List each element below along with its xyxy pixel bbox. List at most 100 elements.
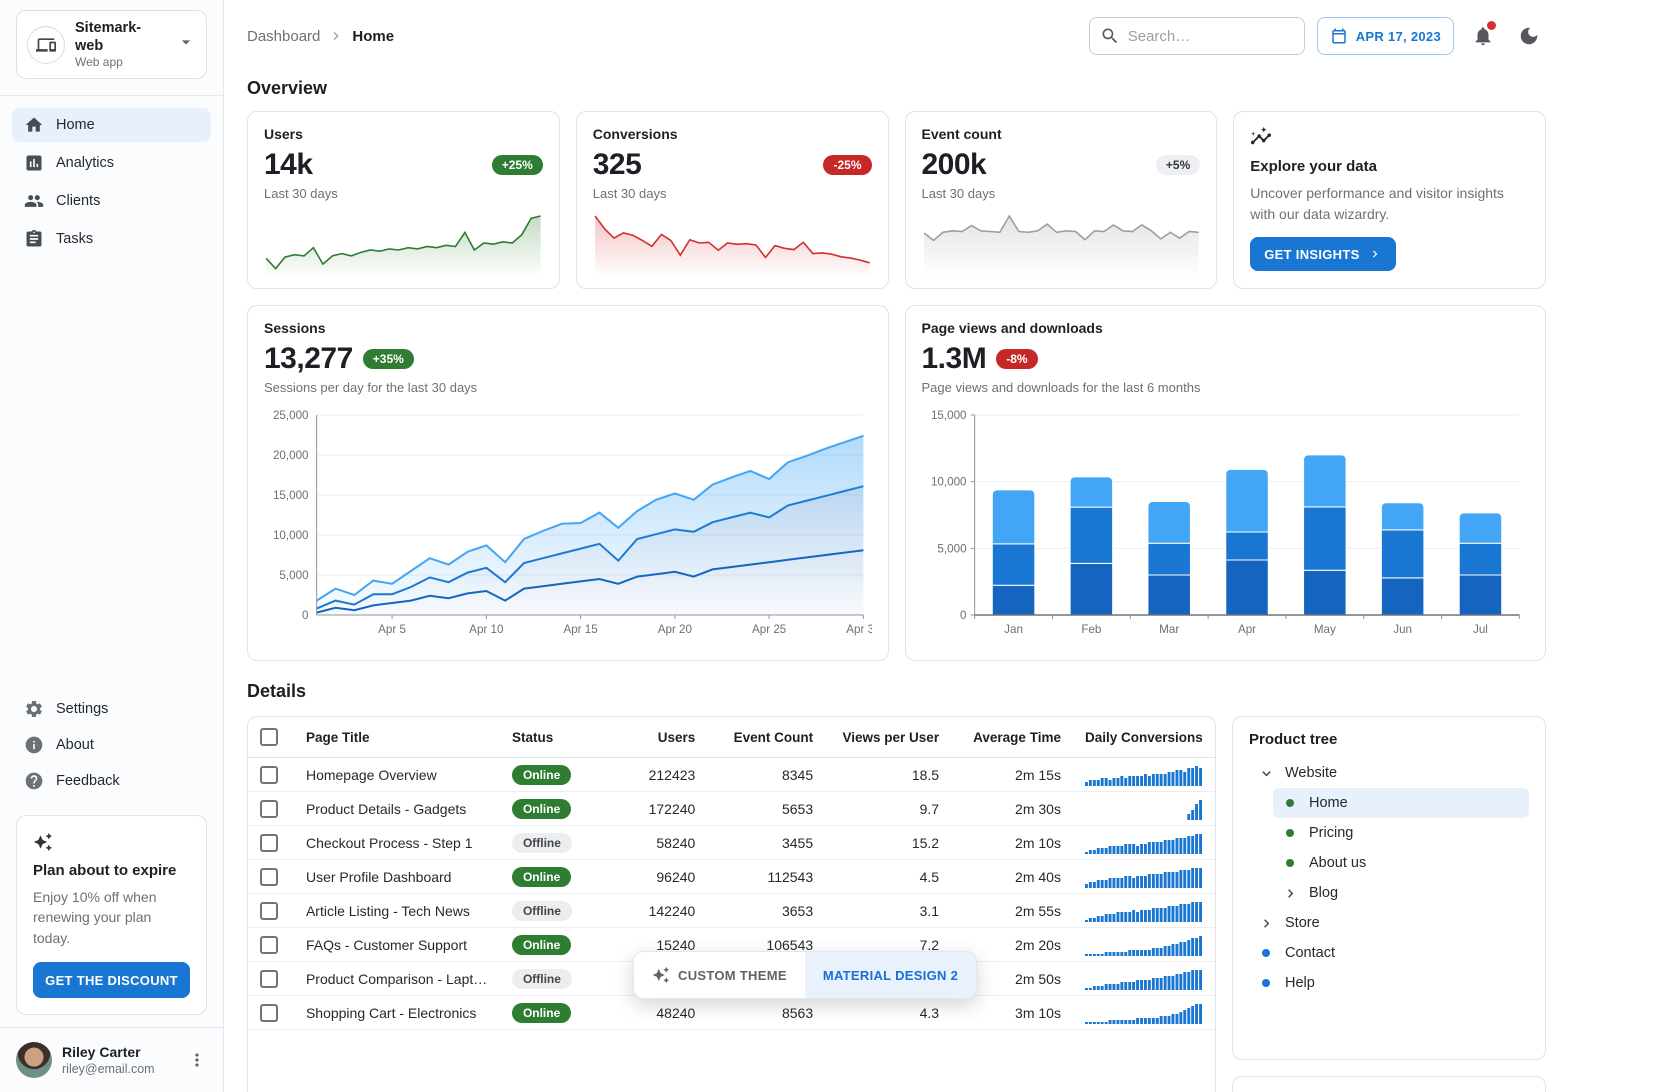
tree-item-about-us[interactable]: About us xyxy=(1273,848,1529,878)
bullet-dot xyxy=(1281,799,1299,807)
tree-item-pricing[interactable]: Pricing xyxy=(1273,818,1529,848)
sidebar: Sitemark-web Web app Home Analytics Client… xyxy=(0,0,224,1092)
stat-card-title: Users xyxy=(264,126,303,142)
primary-nav: Home Analytics Clients Tasks xyxy=(0,96,223,256)
material-design-2-button[interactable]: MATERIAL DESIGN 2 xyxy=(804,952,977,998)
table-row: User Profile Dashboard Online 96240 112543 4… xyxy=(248,859,1215,894)
charts-row: Sessions 13,277 +35% Sessions per day fo… xyxy=(247,305,1546,661)
workspace-selector[interactable]: Sitemark-web Web app xyxy=(16,10,207,80)
page-title-cell: Product Details - Gadgets xyxy=(293,791,500,826)
more-options-icon[interactable] xyxy=(187,1050,207,1070)
average-time-cell: 2m 30s xyxy=(951,791,1073,826)
page-title-cell: User Profile Dashboard xyxy=(293,859,500,894)
row-checkbox[interactable] xyxy=(260,1003,278,1022)
chevron-right-icon xyxy=(1257,915,1275,932)
tasks-icon xyxy=(24,229,44,249)
stat-card-users: Users 14k +25% Last 30 days xyxy=(247,111,560,289)
column-header-event-count[interactable]: Event Count xyxy=(707,717,826,758)
breadcrumb-dashboard[interactable]: Dashboard xyxy=(247,27,321,45)
user-email: riley@email.com xyxy=(62,1061,155,1076)
page-title-cell: Checkout Process - Step 1 xyxy=(293,825,500,860)
tree-item-blog[interactable]: Blog xyxy=(1273,878,1529,908)
column-header-status[interactable]: Status xyxy=(499,717,600,758)
stat-card-title: Event count xyxy=(921,126,1002,142)
average-time-cell: 2m 55s xyxy=(951,893,1073,928)
sidebar-item-tasks[interactable]: Tasks xyxy=(12,222,211,256)
status-badge: Online xyxy=(511,1002,572,1023)
pageviews-card: Page views and downloads 1.3M -8% Page v… xyxy=(904,305,1546,661)
status-badge: Offline xyxy=(511,900,572,921)
dark-mode-toggle[interactable] xyxy=(1512,19,1546,53)
svg-text:Feb: Feb xyxy=(1081,624,1101,636)
svg-text:Mar: Mar xyxy=(1159,624,1179,636)
tree-item-store[interactable]: Store xyxy=(1249,908,1529,938)
custom-theme-button[interactable]: CUSTOM THEME xyxy=(634,952,805,998)
pageviews-bar-chart: 0 5,000 10,000 15,000 Jan Feb Mar Apr May Jun Jul xyxy=(922,405,1530,643)
search-input[interactable] xyxy=(1127,27,1327,45)
svg-text:Jul: Jul xyxy=(1473,624,1488,636)
moon-icon xyxy=(1518,25,1540,47)
sessions-caption: Sessions per day for the last 30 days xyxy=(264,380,478,395)
row-checkbox[interactable] xyxy=(260,867,278,886)
settings-icon xyxy=(24,699,44,719)
breadcrumb-home: Home xyxy=(352,27,395,45)
notifications-button[interactable] xyxy=(1466,19,1500,53)
select-all-checkbox[interactable] xyxy=(260,728,278,746)
tree-item-label: Contact xyxy=(1285,945,1335,961)
stat-card-caption: Last 30 days xyxy=(264,186,338,201)
tree-item-home[interactable]: Home xyxy=(1273,788,1529,818)
get-insights-button[interactable]: GET INSIGHTS xyxy=(1250,237,1396,271)
event-count-cell: 112543 xyxy=(707,859,826,894)
search-icon xyxy=(1100,26,1120,46)
views-per-user-cell: 9.7 xyxy=(825,791,952,826)
sessions-area-chart: 0 5,000 10,000 15,000 20,000 25,000 Apr 5 Apr 1… xyxy=(264,405,872,643)
help-icon xyxy=(24,771,44,791)
sidebar-item-clients[interactable]: Clients xyxy=(12,184,211,218)
column-header-users[interactable]: Users xyxy=(599,717,708,758)
daily-conversions-sparkline xyxy=(1072,791,1215,826)
svg-text:15,000: 15,000 xyxy=(930,410,966,422)
column-header-average-time[interactable]: Average Time xyxy=(951,717,1073,758)
row-checkbox[interactable] xyxy=(260,833,278,852)
get-discount-button[interactable]: GET THE DISCOUNT xyxy=(33,962,190,998)
sidebar-item-about[interactable]: About xyxy=(12,729,211,761)
event-count-cell: 3455 xyxy=(707,825,826,860)
sidebar-item-feedback[interactable]: Feedback xyxy=(12,765,211,797)
users-cell: 58240 xyxy=(599,825,708,860)
tree-item-website[interactable]: Website xyxy=(1249,758,1529,788)
row-checkbox[interactable] xyxy=(260,765,278,784)
column-header-views-per-user[interactable]: Views per User xyxy=(825,717,952,758)
views-per-user-cell: 3.1 xyxy=(825,893,952,928)
overview-title: Overview xyxy=(247,78,328,98)
sidebar-item-label: Feedback xyxy=(56,773,120,790)
sidebar-item-settings[interactable]: Settings xyxy=(12,693,211,725)
status-badge: Online xyxy=(511,764,572,785)
sidebar-item-home[interactable]: Home xyxy=(12,108,211,143)
row-checkbox[interactable] xyxy=(260,799,278,818)
users-cell: 142240 xyxy=(599,893,708,928)
stat-card-caption: Last 30 days xyxy=(921,186,996,201)
people-icon xyxy=(24,191,44,211)
tree-item-contact[interactable]: Contact xyxy=(1249,938,1529,968)
chevron-down-icon xyxy=(1257,765,1275,782)
users-cell: 212423 xyxy=(599,757,708,792)
bullet-dot xyxy=(1257,949,1275,957)
page-title-cell: Product Comparison - Lapt… xyxy=(293,961,500,996)
row-checkbox[interactable] xyxy=(260,969,278,988)
status-badge: Offline xyxy=(511,832,572,853)
column-header-page-title[interactable]: Page Title xyxy=(293,717,500,758)
stat-card-badge: -25% xyxy=(823,155,872,175)
date-picker-button[interactable]: APR 17, 2023 xyxy=(1316,17,1454,55)
row-checkbox[interactable] xyxy=(260,935,278,954)
svg-text:Apr 20: Apr 20 xyxy=(658,624,692,636)
column-header-daily-conversions[interactable]: Daily Conversions xyxy=(1072,717,1215,758)
sidebar-item-analytics[interactable]: Analytics xyxy=(12,146,211,180)
daily-conversions-sparkline xyxy=(1072,757,1215,792)
tree-item-label: Blog xyxy=(1309,885,1339,901)
sparkle-icon xyxy=(33,832,53,852)
tree-item-help[interactable]: Help xyxy=(1249,968,1529,998)
explore-card-body: Uncover performance and visitor insights… xyxy=(1250,185,1504,222)
material-design-2-label: MATERIAL DESIGN 2 xyxy=(822,967,959,983)
row-checkbox[interactable] xyxy=(260,901,278,920)
pageviews-value: 1.3M xyxy=(921,342,987,375)
